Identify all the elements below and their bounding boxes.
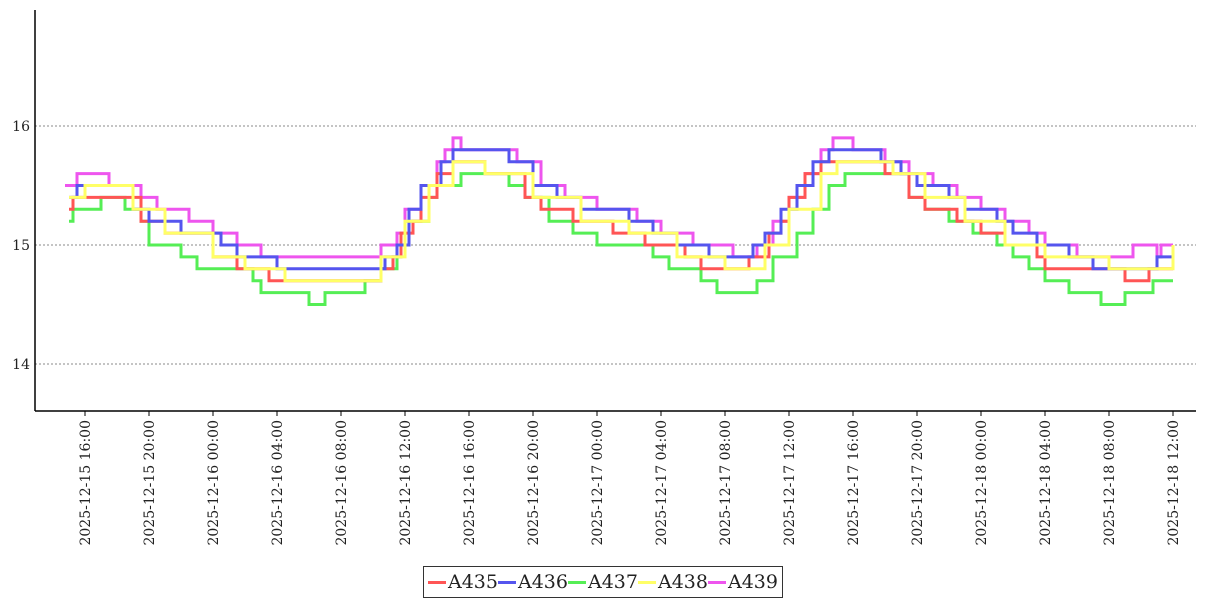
legend-item: A439: [708, 571, 778, 593]
x-tick-label: 2025-12-17 20:00: [910, 420, 926, 546]
x-tick-label: 2025-12-15 20:00: [142, 420, 158, 546]
x-tick-labels: 2025-12-15 16:00 2025-12-15 20:00 2025-12-…: [78, 411, 1182, 546]
legend-swatch: [708, 580, 726, 584]
series-line-a436: [69, 148, 1173, 271]
legend-item: A435: [428, 571, 498, 593]
series-line-a437: [69, 172, 1173, 306]
legend-item: A438: [638, 571, 708, 593]
legend-item: A437: [568, 571, 638, 593]
series-lines: [65, 136, 1175, 306]
series-line-a439: [65, 136, 1173, 259]
legend-label: A438: [658, 571, 708, 593]
legend-swatch: [498, 580, 516, 584]
legend-swatch: [638, 580, 656, 584]
x-tick-label: 2025-12-16 00:00: [206, 420, 222, 546]
legend-swatch: [428, 580, 446, 584]
x-tick-label: 2025-12-18 04:00: [1038, 420, 1054, 546]
x-tick-label: 2025-12-17 12:00: [782, 420, 798, 546]
x-tick-label: 2025-12-17 04:00: [654, 420, 670, 546]
x-tick-label: 2025-12-18 00:00: [974, 420, 990, 546]
y-tick-labels: 14 15 16: [12, 119, 30, 373]
y-tick-label: 15: [12, 238, 30, 254]
legend-label: A439: [728, 571, 778, 593]
legend-swatch: [568, 580, 586, 584]
legend-label: A436: [518, 571, 568, 593]
x-tick-label: 2025-12-18 08:00: [1102, 420, 1118, 546]
x-tick-label: 2025-12-15 16:00: [78, 420, 94, 546]
x-tick-label: 2025-12-16 04:00: [270, 420, 286, 546]
legend-label: A435: [448, 571, 498, 593]
legend-label: A437: [588, 571, 638, 593]
x-tick-label: 2025-12-16 20:00: [526, 420, 542, 546]
x-tick-label: 2025-12-18 12:00: [1166, 420, 1182, 546]
legend: A435 A436 A437 A438 A439: [423, 566, 783, 598]
y-tick-label: 16: [12, 119, 30, 135]
x-tick-label: 2025-12-16 12:00: [398, 420, 414, 546]
y-tick-label: 14: [12, 357, 30, 373]
series-line-a438: [69, 160, 1175, 283]
legend-item: A436: [498, 571, 568, 593]
x-tick-label: 2025-12-17 16:00: [846, 420, 862, 546]
x-tick-label: 2025-12-17 00:00: [590, 420, 606, 546]
axes: [34, 10, 1196, 412]
x-tick-label: 2025-12-17 08:00: [718, 420, 734, 546]
x-tick-label: 2025-12-16 08:00: [334, 420, 350, 546]
x-tick-label: 2025-12-16 16:00: [462, 420, 478, 546]
